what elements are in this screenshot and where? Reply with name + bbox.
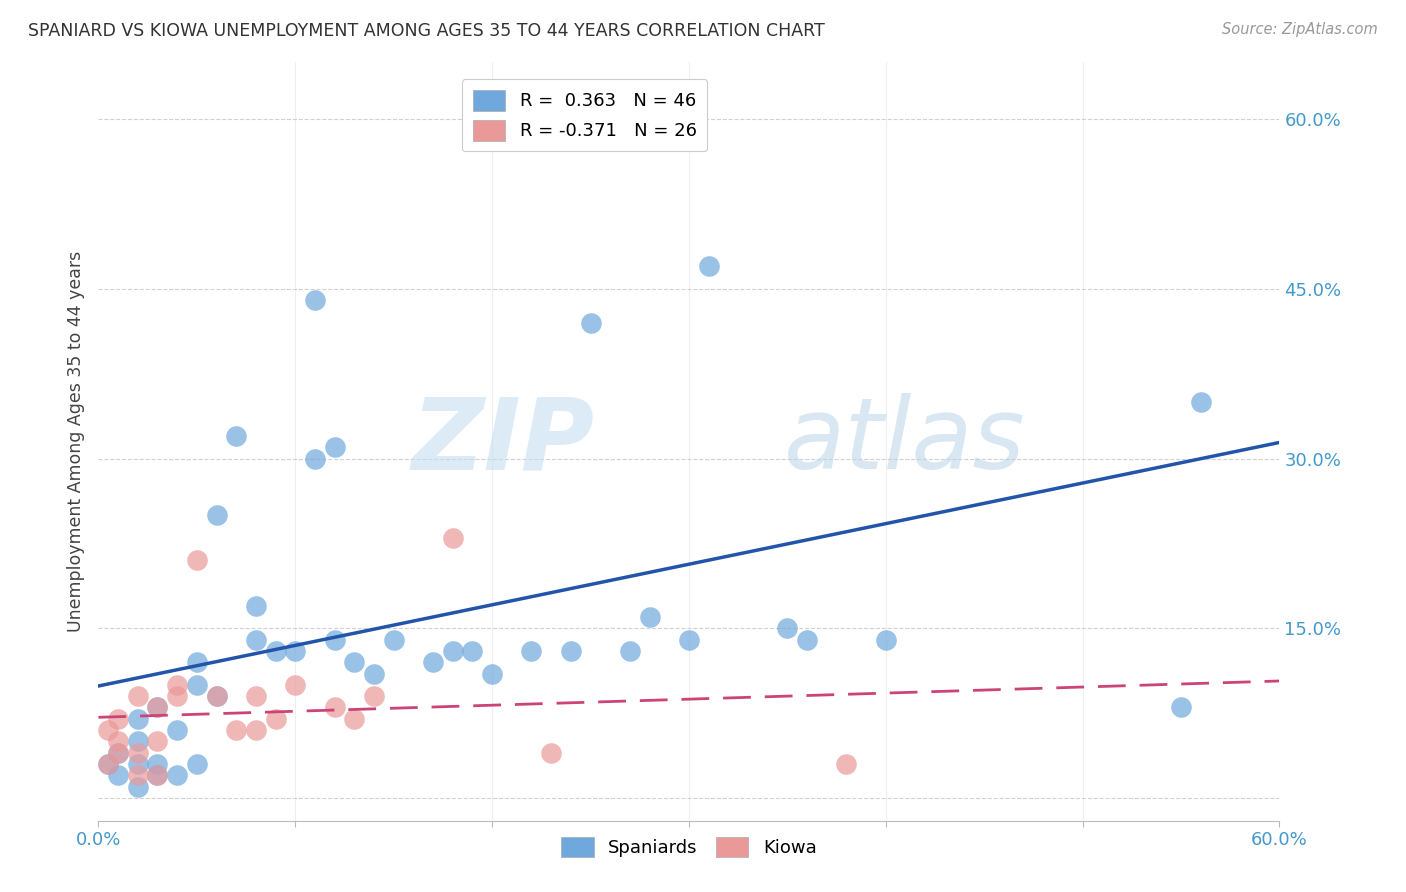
Point bbox=[127, 780, 149, 794]
Point bbox=[146, 768, 169, 782]
Point bbox=[619, 644, 641, 658]
Point bbox=[107, 768, 129, 782]
Point bbox=[461, 644, 484, 658]
Point bbox=[186, 757, 208, 772]
Point bbox=[796, 632, 818, 647]
Point bbox=[323, 632, 346, 647]
Point bbox=[146, 700, 169, 714]
Point bbox=[245, 689, 267, 703]
Point bbox=[97, 723, 120, 738]
Point bbox=[245, 723, 267, 738]
Point bbox=[107, 746, 129, 760]
Point bbox=[363, 689, 385, 703]
Point bbox=[638, 610, 661, 624]
Point bbox=[245, 632, 267, 647]
Point bbox=[835, 757, 858, 772]
Point bbox=[127, 734, 149, 748]
Point bbox=[186, 655, 208, 669]
Point bbox=[697, 259, 720, 273]
Point bbox=[343, 712, 366, 726]
Point bbox=[481, 666, 503, 681]
Point bbox=[678, 632, 700, 647]
Point bbox=[579, 316, 602, 330]
Text: atlas: atlas bbox=[783, 393, 1025, 490]
Point bbox=[127, 712, 149, 726]
Point bbox=[382, 632, 405, 647]
Point bbox=[205, 508, 228, 522]
Text: ZIP: ZIP bbox=[412, 393, 595, 490]
Point bbox=[127, 746, 149, 760]
Point bbox=[304, 451, 326, 466]
Point bbox=[422, 655, 444, 669]
Point bbox=[127, 768, 149, 782]
Point bbox=[146, 734, 169, 748]
Point bbox=[441, 531, 464, 545]
Point bbox=[323, 700, 346, 714]
Point bbox=[560, 644, 582, 658]
Point bbox=[343, 655, 366, 669]
Point bbox=[225, 429, 247, 443]
Point bbox=[245, 599, 267, 613]
Point bbox=[875, 632, 897, 647]
Point bbox=[540, 746, 562, 760]
Point bbox=[186, 678, 208, 692]
Point bbox=[186, 553, 208, 567]
Point bbox=[127, 689, 149, 703]
Point bbox=[323, 440, 346, 454]
Point bbox=[107, 746, 129, 760]
Text: SPANIARD VS KIOWA UNEMPLOYMENT AMONG AGES 35 TO 44 YEARS CORRELATION CHART: SPANIARD VS KIOWA UNEMPLOYMENT AMONG AGE… bbox=[28, 22, 825, 40]
Point bbox=[1170, 700, 1192, 714]
Point bbox=[166, 723, 188, 738]
Point bbox=[520, 644, 543, 658]
Point bbox=[166, 689, 188, 703]
Point bbox=[146, 768, 169, 782]
Point bbox=[205, 689, 228, 703]
Point bbox=[264, 644, 287, 658]
Point bbox=[107, 734, 129, 748]
Point bbox=[166, 678, 188, 692]
Point bbox=[97, 757, 120, 772]
Point bbox=[304, 293, 326, 307]
Point bbox=[146, 700, 169, 714]
Legend: Spaniards, Kiowa: Spaniards, Kiowa bbox=[554, 830, 824, 864]
Point bbox=[166, 768, 188, 782]
Point bbox=[146, 757, 169, 772]
Y-axis label: Unemployment Among Ages 35 to 44 years: Unemployment Among Ages 35 to 44 years bbox=[66, 251, 84, 632]
Point bbox=[540, 112, 562, 126]
Point bbox=[107, 712, 129, 726]
Point bbox=[97, 757, 120, 772]
Point bbox=[284, 644, 307, 658]
Text: Source: ZipAtlas.com: Source: ZipAtlas.com bbox=[1222, 22, 1378, 37]
Point bbox=[441, 644, 464, 658]
Point bbox=[1189, 395, 1212, 409]
Point bbox=[225, 723, 247, 738]
Point bbox=[776, 621, 799, 635]
Point bbox=[284, 678, 307, 692]
Point bbox=[363, 666, 385, 681]
Point bbox=[264, 712, 287, 726]
Point bbox=[205, 689, 228, 703]
Point bbox=[127, 757, 149, 772]
